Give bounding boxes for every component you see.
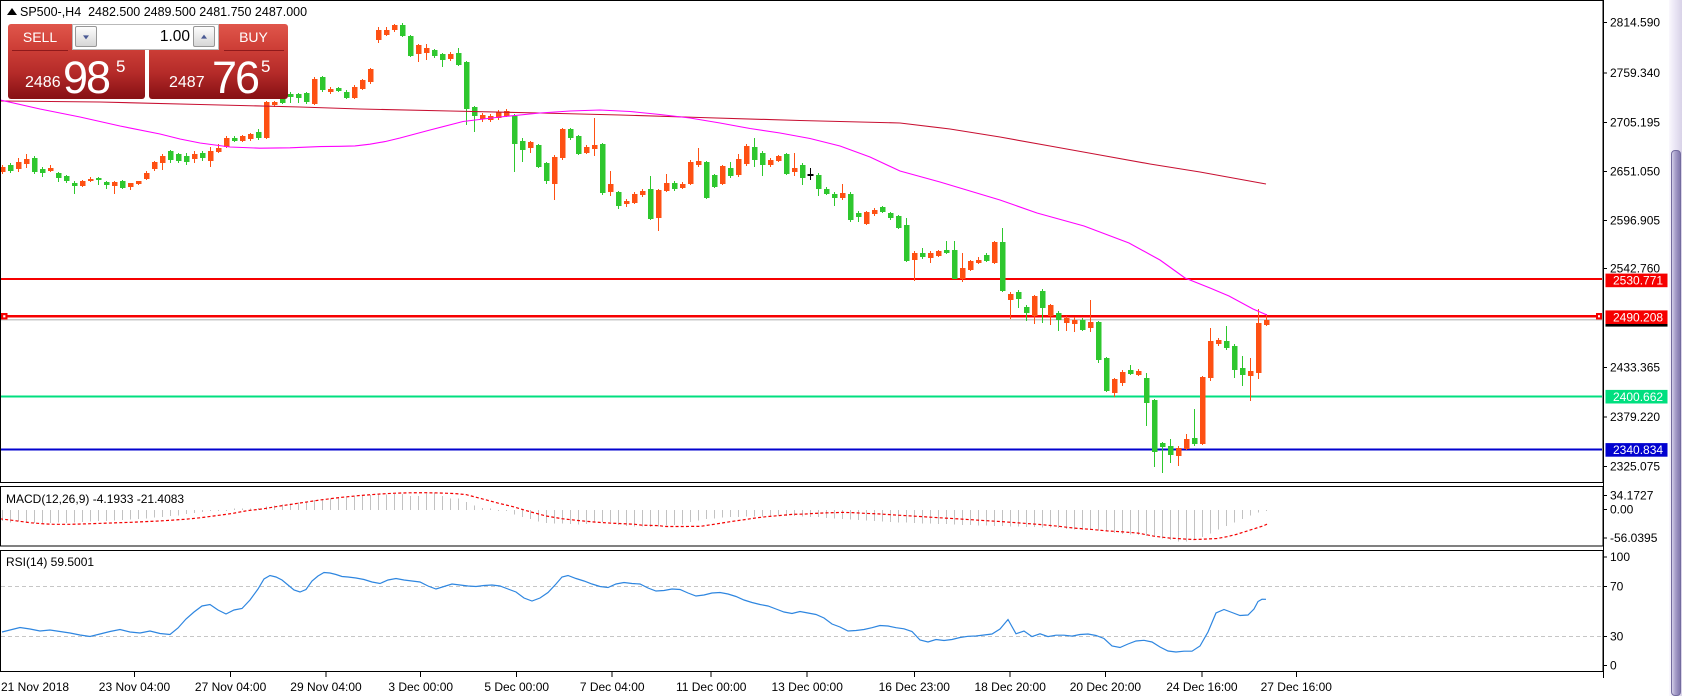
svg-text:RSI(14) 59.5001: RSI(14) 59.5001	[6, 555, 94, 569]
svg-text:2814.590: 2814.590	[1610, 16, 1660, 30]
svg-text:18 Dec 20:00: 18 Dec 20:00	[975, 680, 1047, 694]
svg-text:MACD(12,26,9) -4.1933 -21.4083: MACD(12,26,9) -4.1933 -21.4083	[6, 492, 184, 506]
svg-text:16 Dec 23:00: 16 Dec 23:00	[879, 680, 951, 694]
svg-text:2325.075: 2325.075	[1610, 460, 1660, 474]
svg-text:24 Dec 16:00: 24 Dec 16:00	[1166, 680, 1238, 694]
svg-text:0: 0	[1610, 659, 1617, 673]
svg-text:30: 30	[1610, 630, 1624, 644]
svg-text:29 Nov 04:00: 29 Nov 04:00	[290, 680, 362, 694]
svg-text:2759.340: 2759.340	[1610, 66, 1660, 80]
svg-text:0.00: 0.00	[1610, 503, 1634, 517]
svg-text:7 Dec 04:00: 7 Dec 04:00	[580, 680, 645, 694]
svg-text:21 Nov 2018: 21 Nov 2018	[1, 680, 69, 694]
svg-text:20 Dec 20:00: 20 Dec 20:00	[1070, 680, 1142, 694]
svg-text:70: 70	[1610, 579, 1624, 593]
svg-text:-56.0395: -56.0395	[1610, 531, 1658, 545]
svg-text:100: 100	[1610, 550, 1630, 564]
svg-text:3 Dec 00:00: 3 Dec 00:00	[388, 680, 453, 694]
svg-text:2490.208: 2490.208	[1613, 311, 1663, 325]
svg-text:27 Nov 04:00: 27 Nov 04:00	[195, 680, 267, 694]
svg-text:2651.050: 2651.050	[1610, 165, 1660, 179]
svg-text:11 Dec 00:00: 11 Dec 00:00	[676, 680, 747, 694]
svg-text:23 Nov 04:00: 23 Nov 04:00	[99, 680, 171, 694]
svg-text:2433.365: 2433.365	[1610, 361, 1660, 375]
svg-text:2530.771: 2530.771	[1613, 274, 1663, 288]
svg-text:2340.834: 2340.834	[1613, 443, 1663, 457]
svg-text:2705.195: 2705.195	[1610, 116, 1660, 130]
svg-text:2379.220: 2379.220	[1610, 410, 1660, 424]
svg-text:2400.662: 2400.662	[1613, 390, 1663, 404]
svg-text:13 Dec 00:00: 13 Dec 00:00	[772, 680, 844, 694]
svg-text:2542.760: 2542.760	[1610, 262, 1660, 276]
svg-text:2596.905: 2596.905	[1610, 214, 1660, 228]
svg-text:27 Dec 16:00: 27 Dec 16:00	[1261, 680, 1333, 694]
svg-text:34.1727: 34.1727	[1610, 489, 1654, 503]
svg-text:5 Dec 00:00: 5 Dec 00:00	[484, 680, 549, 694]
